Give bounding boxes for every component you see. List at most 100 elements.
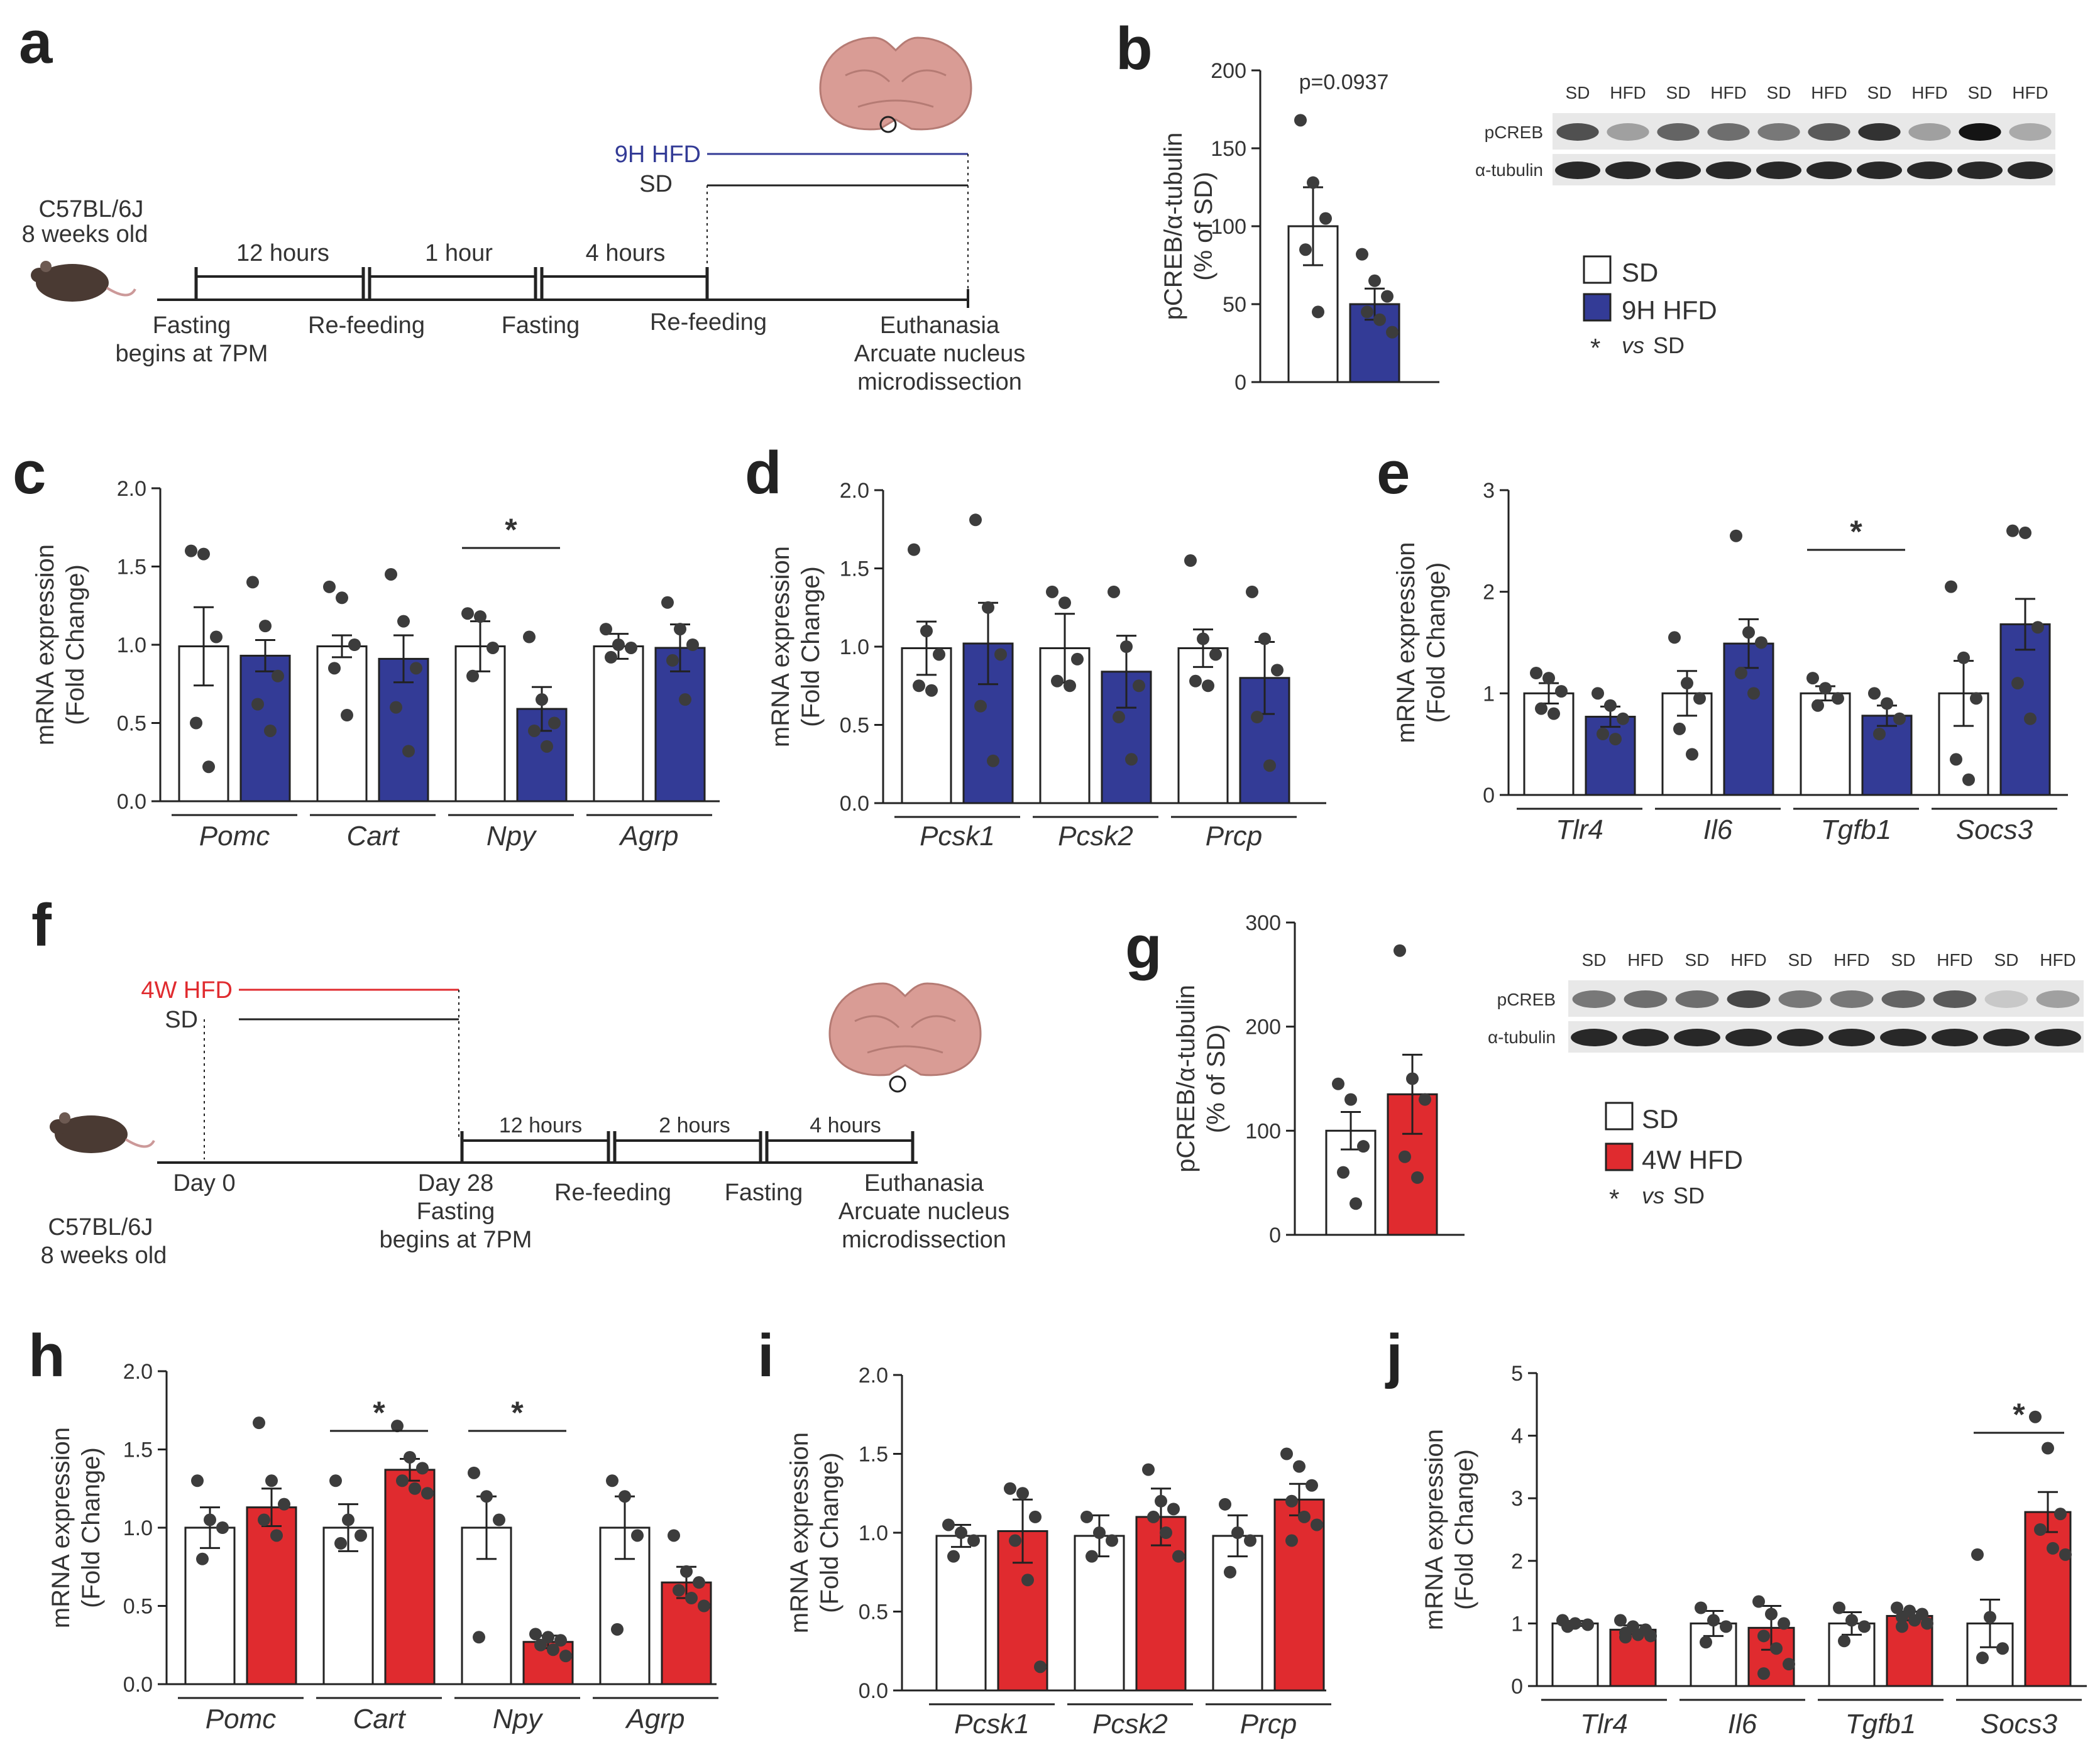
data-point <box>342 1513 355 1526</box>
event-a-4: Re-feeding <box>650 309 767 336</box>
blot-lane-label: HFD <box>2040 950 2076 970</box>
interval-a-3: 4 hours <box>586 240 666 266</box>
y-tick-label: 1.0 <box>123 1516 153 1540</box>
data-point <box>554 1634 567 1647</box>
blot-band-tubulin <box>1706 162 1751 179</box>
data-point <box>1873 728 1886 740</box>
data-point <box>2047 1542 2059 1555</box>
data-point <box>942 1518 955 1531</box>
panel-letter-f: f <box>31 892 52 959</box>
event-a-5-line3: microdissection <box>857 369 1022 395</box>
mouse-icon <box>31 261 136 302</box>
y-tick-label: 2.0 <box>859 1364 888 1388</box>
panel-letter-g: g <box>1125 914 1162 981</box>
data-point <box>323 580 336 593</box>
chart-g: 0 100 200 300 pCREB/α-tubulin (% of SD) <box>1172 911 1465 1247</box>
data-point <box>908 543 920 556</box>
data-point <box>210 630 223 643</box>
data-point <box>1231 1526 1244 1539</box>
data-point <box>1172 1550 1185 1563</box>
data-point <box>191 1474 204 1487</box>
blot-band-pcreb <box>1933 990 1977 1008</box>
data-point <box>1770 1642 1783 1655</box>
blot-band-tubulin <box>1806 162 1852 179</box>
data-point <box>1016 1487 1029 1500</box>
data-point <box>974 699 987 713</box>
y-axis-label-line2: (Fold Change) <box>1451 1449 1478 1610</box>
data-point <box>913 679 925 693</box>
mouse-label-a-1: C57BL/6J <box>39 196 144 222</box>
data-point <box>416 1462 429 1475</box>
y-tick-label: 5 <box>1511 1362 1523 1386</box>
data-point <box>328 662 341 675</box>
blot-band-tubulin <box>2035 1029 2081 1046</box>
data-point <box>1614 1614 1627 1627</box>
blot-band-pcreb <box>1707 123 1750 141</box>
sd-bar <box>593 645 644 802</box>
y-axis-label-line1: mRNA expression <box>47 1427 75 1628</box>
data-point <box>1167 1503 1180 1516</box>
hfd-bar <box>1273 1498 1325 1692</box>
data-point <box>611 1623 624 1636</box>
blot-lane-label: SD <box>1788 950 1813 970</box>
data-point <box>1113 711 1125 724</box>
y-axis-label-line1: mRNA expression <box>31 544 59 745</box>
data-point <box>1591 687 1604 700</box>
data-point <box>674 623 686 636</box>
y-tick-label: 0 <box>1269 1224 1281 1247</box>
event-f-3-line3: microdissection <box>842 1227 1006 1253</box>
blot-band-pcreb <box>1556 123 1599 141</box>
blot-lane-label: HFD <box>1730 950 1767 970</box>
sd-bar <box>1523 692 1575 796</box>
y-axis-label-line1: pCREB/α-tubulin <box>1160 133 1187 320</box>
data-point <box>480 1490 493 1503</box>
blot-band-tubulin <box>1622 1029 1669 1046</box>
data-point <box>1619 1631 1632 1644</box>
diet-label-sd-a: SD <box>639 171 673 197</box>
data-point <box>1971 1548 1984 1561</box>
data-point <box>685 1592 698 1605</box>
diet-label-sd-f: SD <box>165 1007 198 1033</box>
data-point <box>1962 773 1975 786</box>
data-point <box>329 1474 342 1487</box>
blot-lane-label: SD <box>1767 83 1791 102</box>
chart-b: 0 50 100 150 200 pCREB/α-tubulin (% of SD) p=0.… <box>1160 59 1439 395</box>
data-point <box>1125 753 1138 766</box>
data-point <box>1004 1482 1016 1495</box>
data-point <box>548 716 561 730</box>
category-label: Cart <box>353 1704 406 1734</box>
data-point <box>390 701 402 714</box>
category-label: Tlr4 <box>1580 1709 1628 1739</box>
data-point <box>606 1474 618 1487</box>
data-point <box>336 591 348 605</box>
category-label: Prcp <box>1206 821 1262 852</box>
blot-band-tubulin <box>1656 162 1701 179</box>
legend-b-vs: vs <box>1622 332 1644 358</box>
y-tick-label: 0.0 <box>117 790 146 814</box>
data-point <box>1307 176 1319 189</box>
blot-band-tubulin <box>1828 1029 1875 1046</box>
y-tick-label: 2.0 <box>123 1360 153 1384</box>
data-point <box>1984 1611 1996 1624</box>
legend-b-vs-sd: SD <box>1653 332 1685 358</box>
data-point <box>1908 1614 1921 1627</box>
data-point <box>2042 1442 2054 1455</box>
category-label: Pcsk1 <box>954 1709 1030 1739</box>
data-point <box>1819 682 1832 695</box>
data-point <box>1976 1651 1989 1665</box>
panel-letter-d: d <box>745 439 782 507</box>
blot-lane-label: HFD <box>1627 950 1664 970</box>
data-point <box>1271 664 1284 677</box>
sd-bar <box>1800 692 1851 796</box>
blot-band-tubulin <box>1674 1029 1720 1046</box>
event-a-2: Re-feeding <box>308 312 425 339</box>
blot-band-pcreb <box>1624 990 1668 1008</box>
event-a-1-line1: Fasting <box>153 312 231 339</box>
legend-b: SD 9H HFD * vs SD <box>1583 255 1717 363</box>
significance-star: * <box>505 512 517 547</box>
y-tick-label: 0.5 <box>840 714 869 738</box>
y-tick-label: 0 <box>1511 1675 1523 1699</box>
blot-lane-label: HFD <box>2012 83 2048 102</box>
y-tick-label: 3 <box>1483 479 1495 503</box>
blot-g-row-tubulin: α-tubulin <box>1488 1027 1556 1047</box>
